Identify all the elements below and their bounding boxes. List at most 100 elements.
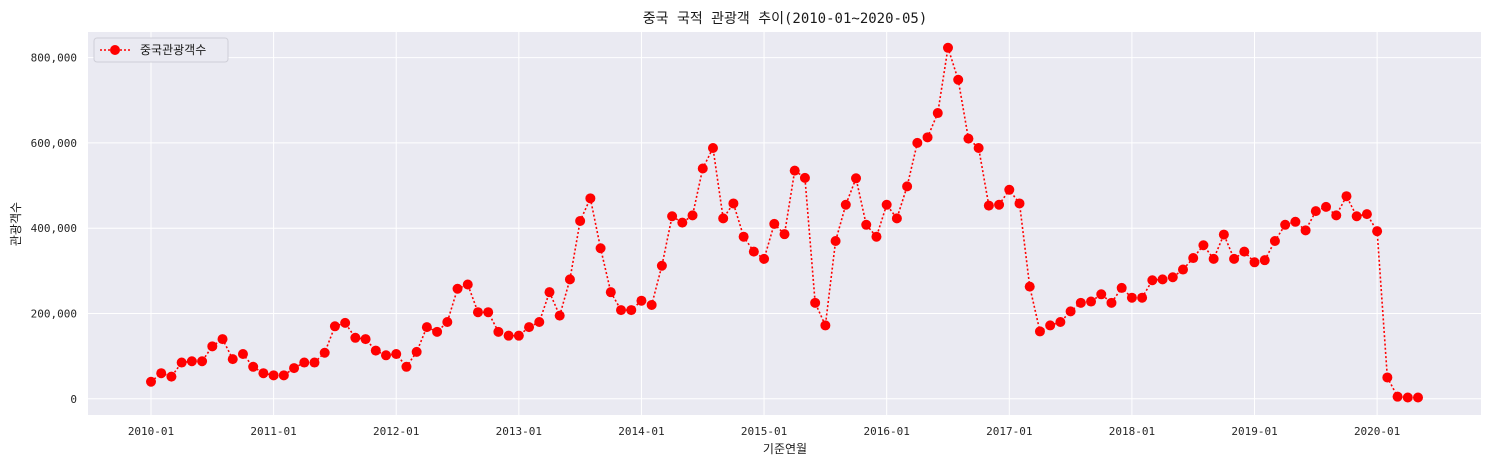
data-point <box>370 345 381 356</box>
data-point <box>340 317 351 328</box>
data-point <box>1096 289 1107 300</box>
data-point <box>963 133 974 144</box>
x-tick-label: 2015-01 <box>741 425 787 438</box>
data-point <box>1055 317 1066 328</box>
x-axis-label: 기준연월 <box>763 442 807 456</box>
data-point <box>738 231 749 242</box>
y-tick-labels: 0 200,000 400,000 600,000 800,000 <box>31 52 77 406</box>
data-point <box>820 320 831 331</box>
data-point <box>564 274 575 285</box>
legend: 중국관광객수 <box>93 37 229 63</box>
data-point <box>1361 209 1372 220</box>
data-point <box>524 322 535 333</box>
data-point <box>1321 201 1332 212</box>
data-point <box>861 219 872 230</box>
data-point <box>278 370 289 381</box>
data-point <box>472 307 483 318</box>
data-point <box>248 361 259 372</box>
data-point <box>391 349 402 360</box>
data-point <box>983 200 994 211</box>
legend-marker-swatch <box>110 45 120 55</box>
data-point <box>748 246 759 257</box>
data-point <box>779 229 790 240</box>
data-point <box>1208 253 1219 264</box>
data-point <box>932 108 943 119</box>
data-point <box>186 356 197 367</box>
y-tick-label: 800,000 <box>31 52 77 65</box>
data-point <box>1341 191 1352 202</box>
data-point <box>493 326 504 337</box>
data-point <box>401 361 412 372</box>
data-point <box>381 350 392 361</box>
data-point <box>1402 392 1413 403</box>
chart-title: 중국 국적 관광객 추이(2010-01~2020-05) <box>643 11 928 27</box>
data-point <box>871 231 882 242</box>
series-layer <box>146 42 1423 403</box>
y-axis-label: 관광객수 <box>9 202 23 246</box>
legend-label: 중국관광객수 <box>140 43 206 57</box>
data-point <box>1413 392 1423 403</box>
plot-area <box>88 32 1481 415</box>
data-point <box>319 347 330 358</box>
data-point <box>1065 306 1076 317</box>
grid <box>88 32 1481 415</box>
legend-box <box>93 37 229 63</box>
data-point <box>994 199 1005 210</box>
data-point <box>1198 240 1209 251</box>
data-point <box>799 172 810 183</box>
data-point <box>258 368 269 379</box>
data-point <box>718 213 729 224</box>
x-tick-label: 2016-01 <box>863 425 909 438</box>
data-point <box>656 260 667 271</box>
data-point <box>677 217 688 228</box>
data-point <box>1269 235 1280 246</box>
data-point <box>462 279 473 290</box>
data-point <box>421 322 432 333</box>
data-point <box>1290 216 1301 227</box>
data-point <box>830 235 841 246</box>
data-point <box>728 198 739 209</box>
x-tick-label: 2013-01 <box>496 425 542 438</box>
data-point <box>1014 198 1025 209</box>
data-point <box>554 310 565 321</box>
data-point <box>309 357 320 368</box>
data-point <box>1218 229 1229 240</box>
x-tick-label: 2010-01 <box>128 425 174 438</box>
data-point <box>1351 211 1362 222</box>
data-point <box>636 295 647 306</box>
data-point <box>513 330 524 341</box>
data-point <box>973 143 984 154</box>
data-point <box>544 287 555 298</box>
data-point <box>1372 226 1383 237</box>
y-tick-label: 0 <box>70 393 77 406</box>
data-point <box>1075 297 1086 308</box>
data-point <box>1086 296 1097 307</box>
data-point <box>1034 326 1045 337</box>
data-point <box>207 341 218 352</box>
data-point <box>1280 219 1291 230</box>
data-point <box>176 357 187 368</box>
data-point <box>942 42 953 53</box>
data-point <box>687 210 698 221</box>
data-point <box>851 173 862 184</box>
data-point <box>626 305 637 316</box>
data-point <box>534 317 545 328</box>
data-point <box>197 356 208 367</box>
data-point <box>483 307 494 318</box>
x-tick-labels: 2010-01 2011-01 2012-01 2013-01 2014-01 2015-… <box>128 425 1400 438</box>
data-point <box>452 283 463 294</box>
data-point <box>646 299 657 310</box>
data-point <box>1126 292 1137 303</box>
data-point <box>1259 255 1270 266</box>
data-point <box>1239 246 1250 257</box>
data-point <box>350 332 361 343</box>
data-point <box>840 199 851 210</box>
data-point <box>268 370 279 381</box>
data-point <box>759 253 770 264</box>
data-point <box>1116 282 1127 293</box>
data-point <box>166 371 177 382</box>
data-point <box>1382 372 1393 383</box>
data-point <box>1331 210 1342 221</box>
data-point <box>769 218 780 229</box>
